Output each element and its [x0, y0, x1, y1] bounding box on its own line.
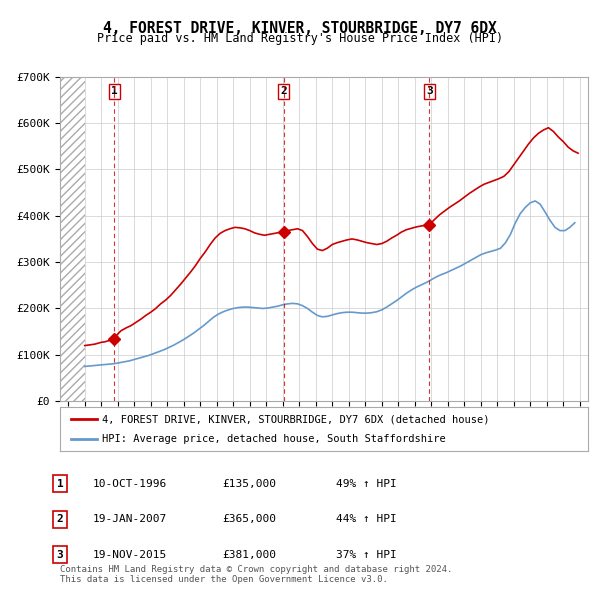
- Text: Price paid vs. HM Land Registry's House Price Index (HPI): Price paid vs. HM Land Registry's House …: [97, 32, 503, 45]
- Text: 1: 1: [111, 86, 118, 96]
- Text: £365,000: £365,000: [222, 514, 276, 524]
- Text: 4, FOREST DRIVE, KINVER, STOURBRIDGE, DY7 6DX: 4, FOREST DRIVE, KINVER, STOURBRIDGE, DY…: [103, 21, 497, 35]
- Text: 19-NOV-2015: 19-NOV-2015: [93, 550, 167, 559]
- Text: 4, FOREST DRIVE, KINVER, STOURBRIDGE, DY7 6DX (detached house): 4, FOREST DRIVE, KINVER, STOURBRIDGE, DY…: [102, 415, 490, 424]
- Text: 3: 3: [426, 86, 433, 96]
- Bar: [60, 77, 85, 401]
- Text: £381,000: £381,000: [222, 550, 276, 559]
- Text: 19-JAN-2007: 19-JAN-2007: [93, 514, 167, 524]
- Text: 10-OCT-1996: 10-OCT-1996: [93, 479, 167, 489]
- Text: HPI: Average price, detached house, South Staffordshire: HPI: Average price, detached house, Sout…: [102, 434, 446, 444]
- Text: 3: 3: [56, 550, 64, 559]
- Text: 37% ↑ HPI: 37% ↑ HPI: [336, 550, 397, 559]
- Text: 1: 1: [56, 479, 64, 489]
- Text: Contains HM Land Registry data © Crown copyright and database right 2024.
This d: Contains HM Land Registry data © Crown c…: [60, 565, 452, 584]
- Text: 49% ↑ HPI: 49% ↑ HPI: [336, 479, 397, 489]
- Text: 2: 2: [280, 86, 287, 96]
- Text: £135,000: £135,000: [222, 479, 276, 489]
- Text: 44% ↑ HPI: 44% ↑ HPI: [336, 514, 397, 524]
- Text: 2: 2: [56, 514, 64, 524]
